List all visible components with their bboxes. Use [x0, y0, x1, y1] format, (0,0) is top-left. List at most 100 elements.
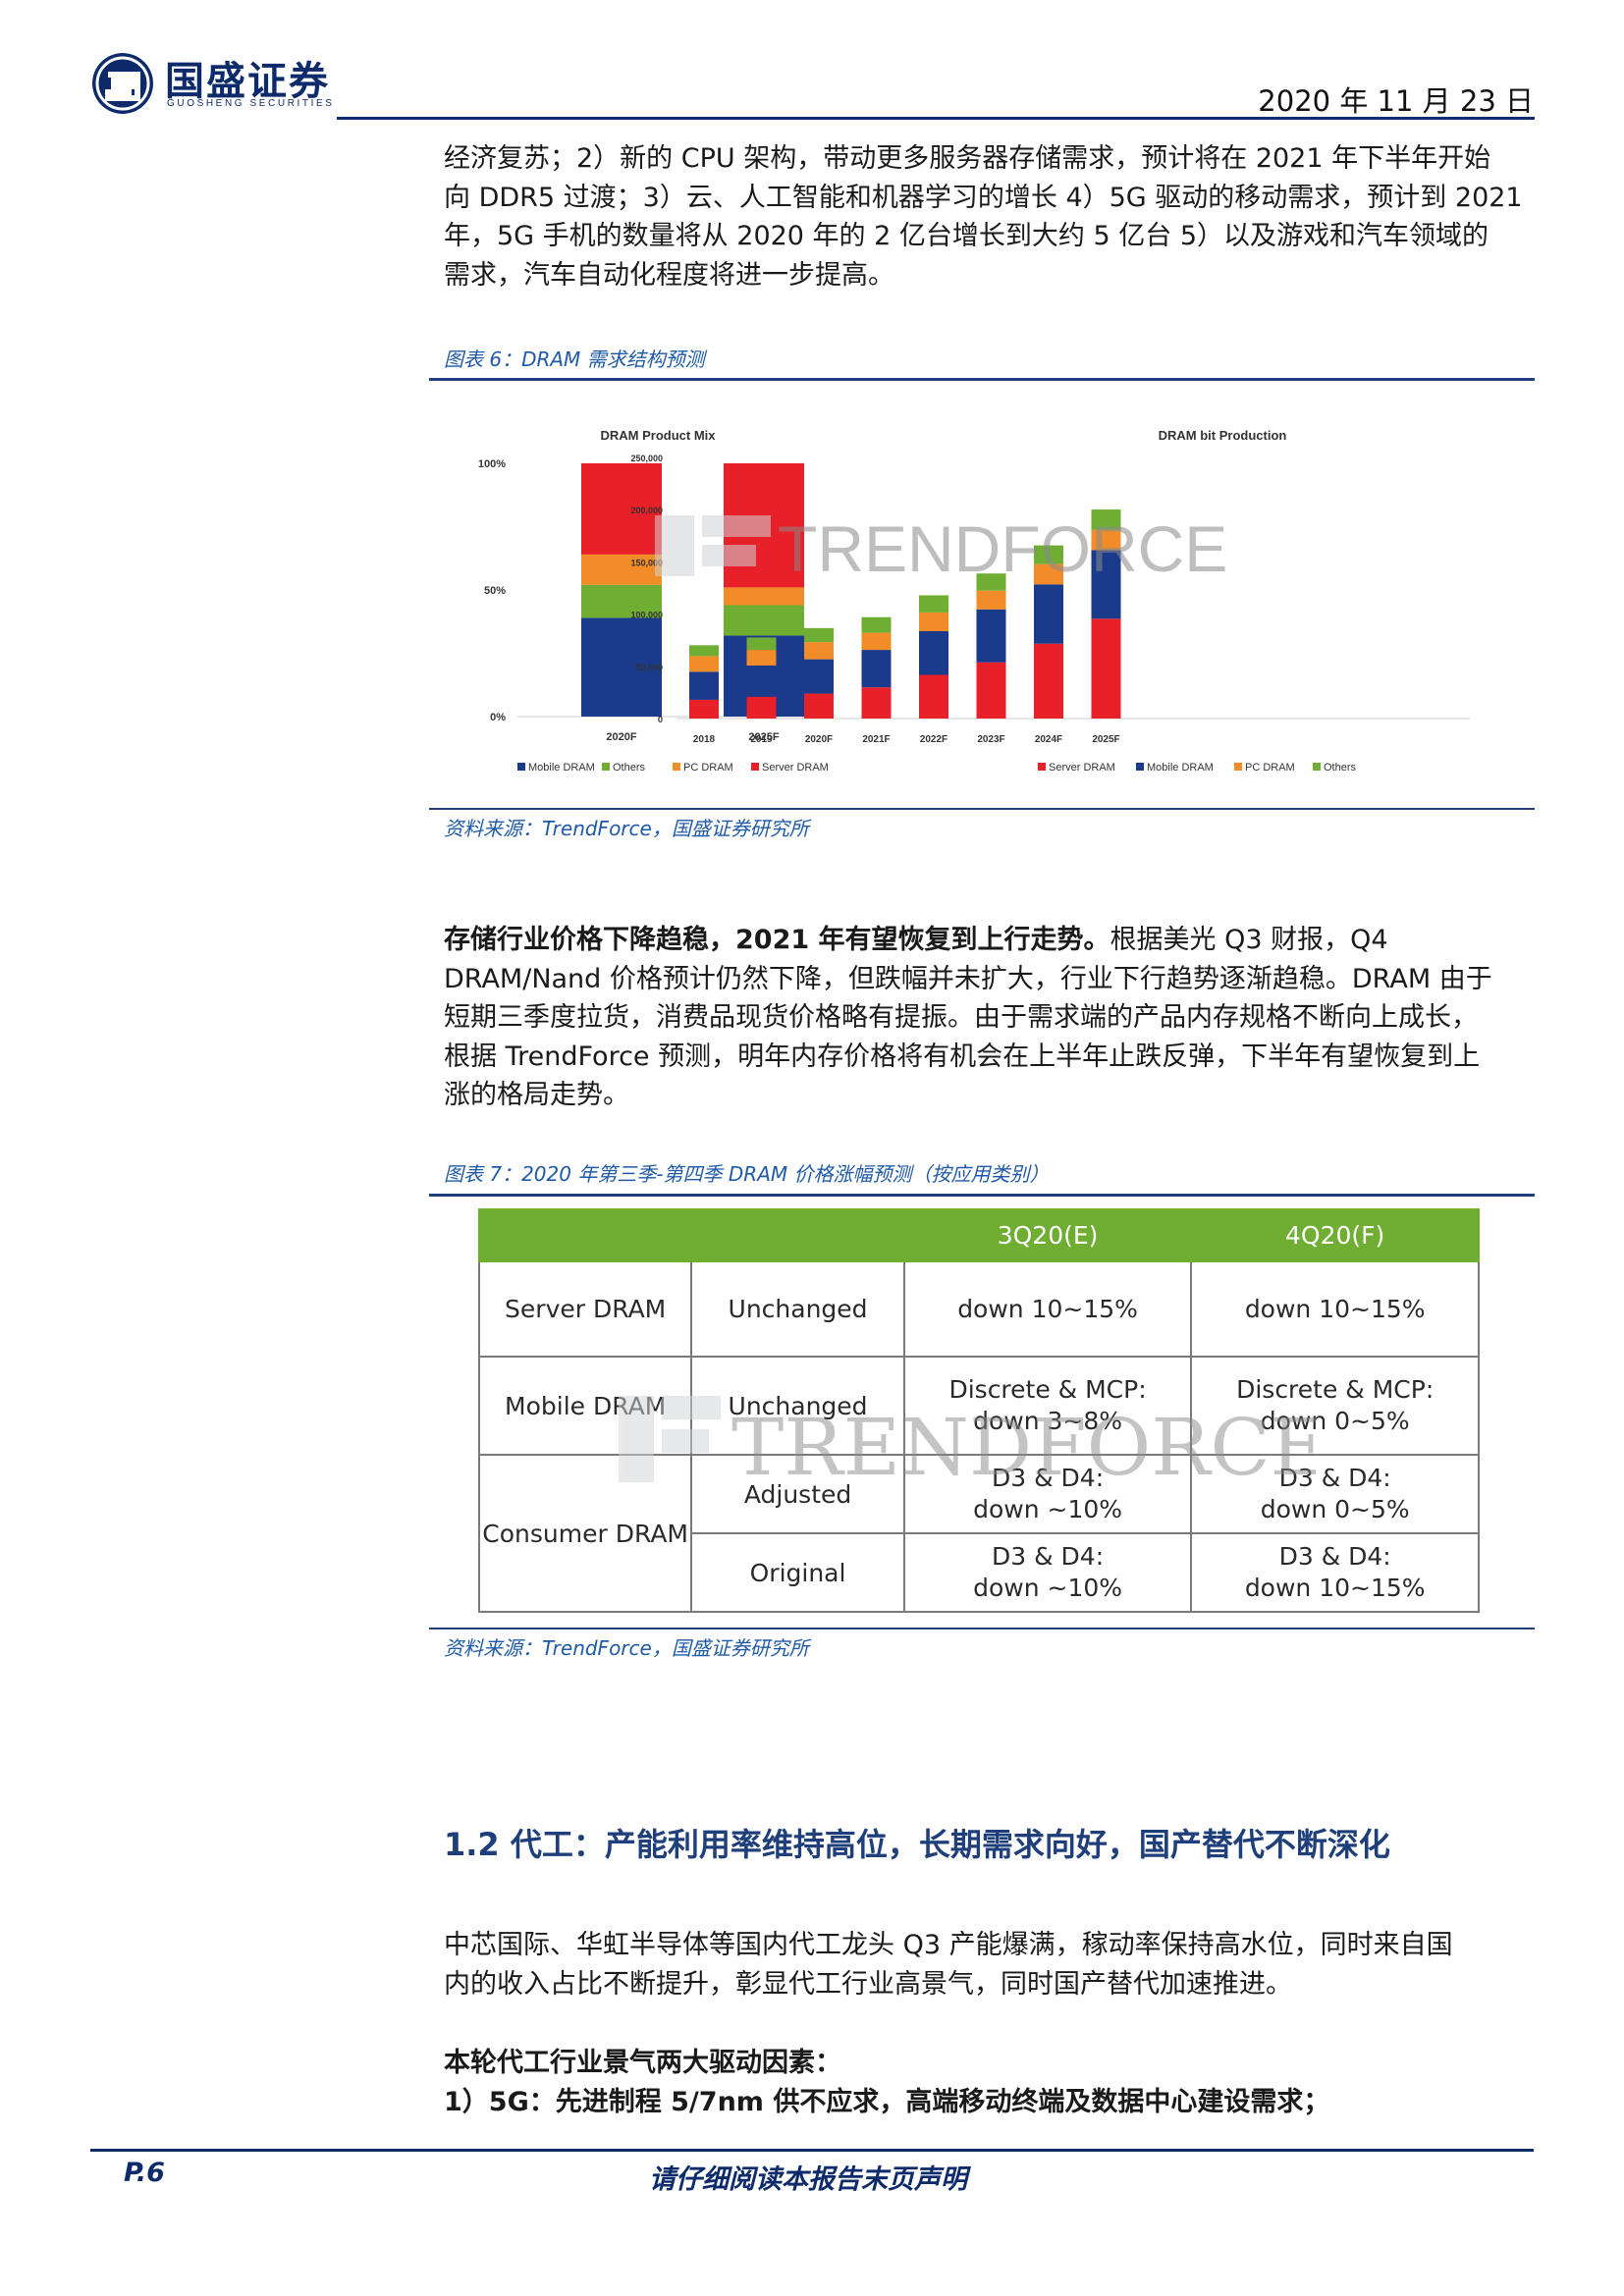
subtype-cell: Original — [690, 1532, 905, 1613]
figure6-source: 资料来源：TrendForce，国盛证券研究所 — [444, 817, 809, 840]
figure7-top-rule — [429, 1194, 1535, 1197]
bar-segment — [919, 631, 948, 675]
legend-label: Mobile DRAM — [1147, 762, 1214, 774]
intro-line: 需求，汽车自动化程度将进一步提高。 — [444, 259, 894, 291]
legend-swatch — [1313, 763, 1321, 771]
watermark-text: TRENDFORCE — [731, 1402, 1316, 1492]
value-cell: Discrete & MCP: down 0~5% — [1190, 1356, 1480, 1456]
x-tick-label: 2022F — [920, 734, 947, 745]
x-tick-label: 2025F — [748, 731, 779, 743]
x-tick-label: 2018 — [693, 734, 716, 745]
foundry-line: 内的收入占比不断提升，彰显代工行业高景气，同时国产替代加速推进。 — [444, 1968, 1292, 2000]
bar-segment — [1091, 529, 1121, 551]
intro-line: 向 DDR5 过渡；3）云、人工智能和机器学习的增长 4）5G 驱动的移动需求，… — [444, 182, 1523, 213]
price-line: 涨的格局走势。 — [444, 1080, 629, 1110]
header-blank-cell — [690, 1208, 905, 1262]
bar-segment — [689, 656, 719, 672]
bar-segment — [581, 584, 662, 618]
bar-segment — [861, 616, 892, 633]
figure7-caption: 图表 7：2020 年第三季-第四季 DRAM 价格涨幅预测（按应用类别） — [444, 1162, 1050, 1186]
price-line: 短期三季度拉货，消费品现货价格略有提振。由于需求端的产品内存规格不断向上成长， — [444, 1002, 1478, 1033]
x-tick-label: 2023F — [977, 734, 1004, 745]
logo-text: 国盛证券 — [165, 59, 330, 104]
x-tick-label: 2024F — [1035, 734, 1062, 745]
price-line: DRAM/Nand 价格预计仍然下降，但跌幅并未扩大，行业下行趋势逐渐趋稳。DR… — [444, 963, 1492, 994]
product-mix-chart: DRAM Product Mix 0% 50% 100% 2020F 2025F Mob… — [478, 428, 829, 774]
price-line-text: 根据美光 Q3 财报，Q4 — [1110, 925, 1388, 955]
bar-segment — [919, 595, 948, 613]
x-tick-label: 2020F — [805, 734, 833, 745]
legend-swatch — [751, 763, 759, 771]
x-tick-label: 2021F — [862, 734, 890, 745]
drivers-item-1: 1）5G：先进制程 5/7nm 供不应求，高端移动终端及数据中心建设需求； — [444, 2086, 1330, 2117]
x-tick-label: 2020F — [606, 731, 636, 743]
intro-line: 经济复苏；2）新的 CPU 架构，带动更多服务器存储需求，预计将在 2021 年… — [444, 143, 1491, 174]
figure7-source: 资料来源：TrendForce，国盛证券研究所 — [444, 1636, 809, 1660]
table-row: Mobile DRAM Unchanged Discrete & MCP: dow… — [477, 1356, 1480, 1456]
value-cell: down 10~15% — [1190, 1260, 1480, 1358]
section-number: 1.2 — [444, 1826, 500, 1863]
bar-segment — [1091, 618, 1121, 719]
legend-swatch — [673, 763, 680, 771]
figure6-bottom-rule — [429, 808, 1535, 810]
bar-segment — [746, 637, 777, 651]
value-cell: D3 & D4: down 0~5% — [1190, 1454, 1480, 1534]
legend-label: Others — [1324, 762, 1357, 774]
table-row: Server DRAM Unchanged down 10~15% down 1… — [477, 1260, 1480, 1358]
foundry-paragraph: 中芯国际、华虹半导体等国内代工龙头 Q3 产能爆满，稼动率保持高水位，同时来自国… — [444, 1926, 1538, 2003]
intro-line: 年，5G 手机的数量将从 2020 年的 2 亿台增长到大约 5 亿台 5）以及… — [444, 221, 1489, 251]
bar-segment — [746, 665, 777, 697]
figure7-bottom-rule — [429, 1628, 1535, 1629]
y-tick-label: 0% — [490, 712, 506, 723]
bar-segment — [1091, 550, 1121, 619]
value-cell: Discrete & MCP: down 3~8% — [902, 1356, 1193, 1456]
value-line: down 0~5% — [1260, 1407, 1410, 1435]
bar-segment — [724, 587, 804, 606]
value-cell: D3 & D4: down 10~15% — [1190, 1532, 1480, 1613]
bar-segment — [861, 687, 892, 719]
report-date: 2020 年 11 月 23 日 — [1258, 84, 1534, 118]
intro-paragraph: 经济复苏；2）新的 CPU 架构，带动更多服务器存储需求，预计将在 2021 年… — [444, 139, 1538, 294]
figure6-top-rule — [429, 378, 1535, 381]
subtype-cell: Adjusted — [690, 1454, 905, 1534]
bar-segment — [804, 642, 834, 660]
logo-subtitle: GUOSHENG SECURITIES — [167, 98, 335, 109]
value-line: D3 & D4: — [1278, 1464, 1391, 1492]
x-tick-label: 2025F — [1092, 734, 1119, 745]
header-rule — [337, 117, 1535, 120]
value-line: down ~10% — [973, 1495, 1123, 1523]
value-line: D3 & D4: — [992, 1542, 1105, 1571]
bar-segment — [581, 463, 662, 555]
category-cell: Consumer DRAM — [477, 1454, 693, 1613]
bar-segment — [581, 554, 662, 585]
foundry-line: 中芯国际、华虹半导体等国内代工龙头 Q3 产能爆满，稼动率保持高水位，同时来自国 — [444, 1930, 1453, 1960]
bit-production-axis: 0 50,000 100,000 150,000 200,000 250,000 2018 2… — [630, 454, 1470, 745]
header-4q20: 4Q20(F) — [1190, 1208, 1480, 1262]
bar-segment — [861, 650, 892, 688]
table-row: Consumer DRAM Adjusted D3 & D4: down ~10%… — [477, 1454, 1480, 1613]
value-line: down 0~5% — [1260, 1495, 1410, 1523]
value-line: Discrete & MCP: — [1236, 1375, 1435, 1404]
bar-segment — [976, 573, 1006, 591]
y-tick-label: 0 — [658, 715, 663, 724]
product-mix-legend: Mobile DRAM Others PC DRAM Server DRAM — [517, 762, 829, 774]
legend-swatch — [1234, 763, 1242, 771]
header-blank-cell — [477, 1208, 693, 1262]
product-mix-title: DRAM Product Mix — [601, 428, 717, 443]
y-tick-label: 250,000 — [630, 454, 663, 463]
legend-label: PC DRAM — [1245, 762, 1295, 774]
value-line: down ~10% — [973, 1574, 1123, 1602]
price-line-1: 存储行业价格下降趋稳，2021 年有望恢复到上行走势。根据美光 Q3 财报，Q4 — [444, 921, 1538, 960]
legend-label: PC DRAM — [683, 762, 733, 774]
bar-segment — [919, 612, 948, 632]
product-mix-axis: 0% 50% 100% 2020F 2025F — [478, 458, 827, 743]
price-bold-lead: 存储行业价格下降趋稳，2021 年有望恢复到上行走势。 — [444, 925, 1110, 955]
subtype-cell: Unchanged — [690, 1260, 905, 1358]
bar-segment — [919, 674, 948, 719]
y-tick-label: 50,000 — [635, 663, 663, 672]
bar-segment — [746, 650, 777, 666]
y-tick-label: 100% — [478, 458, 506, 470]
bit-production-legend: Server DRAM Mobile DRAM PC DRAM Others — [1038, 762, 1357, 774]
section-title: 代工：产能利用率维持高位，长期需求向好，国产替代不断深化 — [510, 1826, 1390, 1863]
value-cell: down 10~15% — [902, 1260, 1193, 1358]
